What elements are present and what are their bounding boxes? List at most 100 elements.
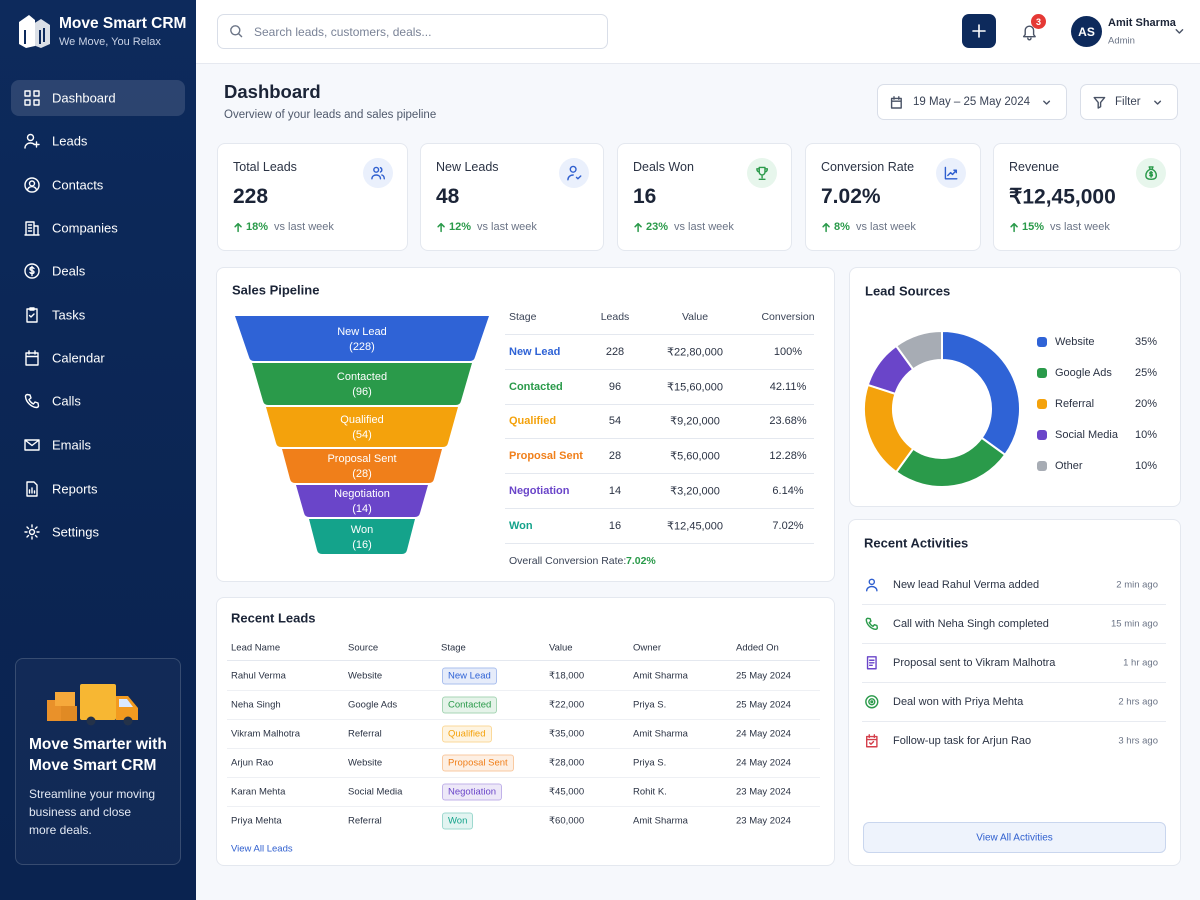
kpi-label: Revenue <box>1009 160 1060 174</box>
lead-cell: Karan Mehta <box>231 786 286 798</box>
kpi-change: 15% <box>1022 221 1045 233</box>
pipeline-cell: 7.02% <box>772 520 804 532</box>
nav-item[interactable] <box>11 427 185 463</box>
nav-label[interactable]: Companies <box>52 220 118 236</box>
nav-label[interactable]: Leads <box>52 133 88 149</box>
lead-sources-card <box>849 267 1181 507</box>
activity-time: 15 min ago <box>1110 618 1158 630</box>
pipeline-cell: ₹3,20,000 <box>670 485 720 498</box>
legend-value: 35% <box>1134 336 1157 348</box>
stage-badge: Negotiation <box>442 783 503 801</box>
funnel-count: (96) <box>352 386 372 398</box>
table-header: Source <box>348 642 379 654</box>
lead-cell: 23 May 2024 <box>736 786 791 798</box>
view-activities-button[interactable] <box>863 822 1166 853</box>
pipeline-cell: Proposal Sent <box>509 450 583 462</box>
nav-item[interactable] <box>11 80 185 116</box>
card-title: Lead Sources <box>865 283 951 299</box>
nav-label[interactable]: Deals <box>52 263 86 279</box>
nav-label[interactable]: Reports <box>52 481 98 497</box>
funnel-stage: Contacted <box>336 371 388 383</box>
table-header: Stage <box>441 642 466 654</box>
nav-item[interactable] <box>11 471 185 507</box>
stage-badge: Won <box>442 812 474 830</box>
table-header: Added On <box>736 642 779 654</box>
nav-item[interactable] <box>11 297 185 333</box>
view-leads-link[interactable]: View All Leads <box>231 843 293 855</box>
filter-label[interactable]: Filter <box>1115 96 1141 108</box>
avatar-initials: AS <box>1078 24 1095 39</box>
legend-value: 25% <box>1134 367 1157 379</box>
nav-label[interactable]: Calendar <box>52 350 105 366</box>
overall-label: Overall Conversion Rate: <box>509 555 627 567</box>
pipeline-cell: New Lead <box>509 346 561 358</box>
funnel-stage: Won <box>350 523 374 536</box>
kpi-value: ₹12,45,000 <box>1009 185 1116 209</box>
pipeline-cell: 23.68% <box>769 415 807 427</box>
nav-label[interactable]: Emails <box>52 437 92 453</box>
pipeline-cell: 96 <box>608 381 622 393</box>
lead-cell: Rahul Verma <box>231 670 286 682</box>
nav-item[interactable] <box>11 123 185 159</box>
nav-item[interactable] <box>11 383 185 419</box>
nav-item[interactable] <box>11 253 185 289</box>
pipeline-cell: 54 <box>608 415 622 427</box>
nav-label[interactable]: Tasks <box>52 307 86 323</box>
lead-cell: Website <box>348 670 383 682</box>
pipeline-cell: 42.11% <box>769 381 807 393</box>
table-header: Value <box>681 311 709 323</box>
legend-label: Other <box>1055 460 1083 472</box>
lead-cell: ₹18,000 <box>549 670 585 682</box>
pipeline-cell: ₹12,45,000 <box>667 520 723 533</box>
table-header: Value <box>549 642 573 654</box>
activity-time: 1 hr ago <box>1123 657 1158 669</box>
pipeline-cell: 28 <box>608 450 622 462</box>
pipeline-cell: ₹5,60,000 <box>670 450 720 463</box>
pipeline-cell: 16 <box>608 520 622 532</box>
view-activities-label[interactable]: View All Activities <box>976 832 1053 844</box>
pipeline-cell: 100% <box>773 346 803 358</box>
kpi-label: Total Leads <box>233 160 297 174</box>
pipeline-cell: Contacted <box>509 381 563 393</box>
date-range[interactable]: 19 May – 25 May 2024 <box>913 96 1030 108</box>
page-title: Dashboard <box>224 81 321 102</box>
nav-label[interactable]: Calls <box>52 393 81 409</box>
pipeline-cell: 228 <box>605 346 625 358</box>
pipeline-cell: 6.14% <box>772 485 804 497</box>
kpi-change: 12% <box>449 221 472 233</box>
lead-cell: Social Media <box>348 786 403 798</box>
lead-cell: 25 May 2024 <box>736 670 791 682</box>
funnel-count: (16) <box>352 538 372 551</box>
kpi-label: Deals Won <box>633 160 694 174</box>
kpi-change: 18% <box>246 221 269 233</box>
legend-value: 10% <box>1134 429 1157 441</box>
table-header: Stage <box>509 311 537 323</box>
search-placeholder[interactable]: Search leads, customers, deals... <box>254 25 432 39</box>
legend-label: Social Media <box>1055 429 1118 441</box>
kpi-note: vs last week <box>856 221 916 233</box>
lead-cell: Referral <box>348 815 382 827</box>
stage-badge: Contacted <box>442 696 498 714</box>
lead-cell: ₹35,000 <box>549 728 585 740</box>
avatar[interactable] <box>1071 16 1102 47</box>
activity-text: Follow-up task for Arjun Rao <box>893 735 1032 747</box>
kpi-change: 23% <box>646 221 669 233</box>
activity-time: 2 min ago <box>1116 579 1158 591</box>
activity-time: 3 hrs ago <box>1118 735 1158 747</box>
promo-title: Move Smarter with <box>29 736 167 753</box>
stage-badge: New Lead <box>442 667 497 685</box>
search-box[interactable] <box>217 14 608 49</box>
nav-label[interactable]: Dashboard <box>52 90 116 106</box>
nav-label[interactable]: Contacts <box>52 177 104 193</box>
card-title: Sales Pipeline <box>232 282 320 298</box>
activities-card <box>848 519 1181 866</box>
kpi-value: 228 <box>233 185 269 208</box>
promo-text: Streamline your moving <box>29 787 156 801</box>
promo-title: Move Smart CRM <box>29 757 157 774</box>
kpi-note: vs last week <box>674 221 734 233</box>
add-button[interactable] <box>962 14 996 48</box>
funnel-stage: New Lead <box>337 325 387 338</box>
nav-label[interactable]: Settings <box>52 524 99 540</box>
date-picker[interactable] <box>877 84 1067 120</box>
